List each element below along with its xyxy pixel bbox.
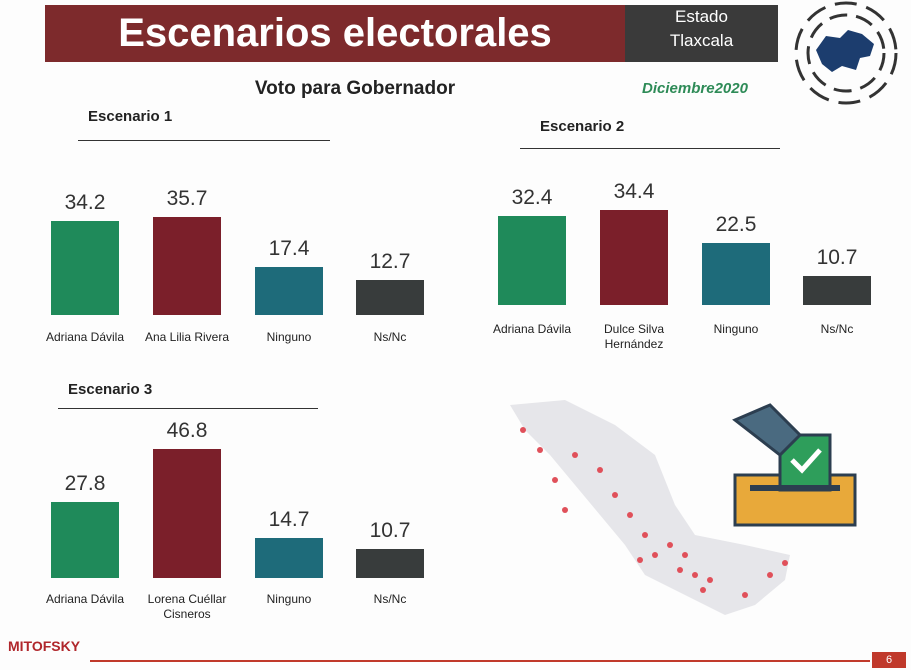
category-label: Adriana Dávila: [45, 330, 125, 344]
mexico-map: [510, 400, 790, 615]
scenario-title: Escenario 2: [540, 118, 625, 135]
scenario-underline: [78, 140, 330, 141]
value-label: 14.7: [268, 507, 310, 531]
scenario-title: Escenario 3: [68, 381, 153, 398]
value-label: 46.8: [166, 419, 208, 443]
value-label: 27.8: [64, 471, 106, 495]
category-label: Ns/Nc: [820, 322, 854, 336]
category-label: Lorena Cuéllar Cisneros: [147, 592, 227, 621]
value-label: 10.7: [816, 245, 858, 269]
bar: [356, 280, 424, 315]
value-label: 17.4: [268, 237, 310, 261]
category-label: Dulce Silva Hernández: [603, 322, 665, 351]
bar: [255, 537, 323, 578]
bar: [153, 449, 221, 578]
bar: [153, 216, 221, 315]
footer-line: [90, 660, 870, 662]
subtitle: Voto para Gobernador: [254, 78, 456, 99]
category-label: Ninguno: [266, 592, 312, 606]
value-label: 34.4: [613, 180, 655, 204]
bar: [255, 267, 323, 315]
state-label: Estado: [675, 7, 728, 26]
category-label: Ninguno: [266, 330, 312, 344]
scenario-title: Escenario 1: [88, 108, 173, 125]
category-label: Ns/Nc: [373, 592, 407, 606]
brand: MITOFSKY: [8, 638, 81, 654]
category-label: Ns/Nc: [373, 330, 407, 344]
bar: [51, 220, 119, 315]
value-label: 34.2: [64, 190, 106, 214]
value-label: 12.7: [369, 250, 411, 274]
state-icon: [794, 1, 898, 105]
category-label: Ana Lilia Rivera: [144, 330, 230, 344]
value-label: 32.4: [511, 185, 553, 209]
value-label: 10.7: [369, 518, 411, 542]
state-name: Tlaxcala: [669, 31, 734, 50]
category-label: Adriana Dávila: [492, 322, 572, 336]
bar: [600, 210, 668, 305]
ballot-box-icon: [732, 403, 857, 527]
bar: [803, 275, 871, 305]
bar: [702, 243, 770, 305]
date: Diciembre2020: [642, 80, 748, 97]
bar: [356, 548, 424, 578]
bar: [51, 501, 119, 578]
category-label: Ninguno: [713, 322, 759, 336]
state-box: Estado Tlaxcala: [625, 5, 778, 62]
scenario-underline: [520, 148, 780, 149]
value-label: 22.5: [715, 213, 757, 237]
slide-title: Escenarios electorales: [118, 11, 552, 55]
scenario-underline: [58, 408, 318, 409]
category-label: Adriana Dávila: [45, 592, 125, 606]
bar: [498, 215, 566, 305]
value-label: 35.7: [166, 186, 208, 210]
title-banner: [45, 5, 625, 62]
page-number: 6: [872, 652, 906, 668]
